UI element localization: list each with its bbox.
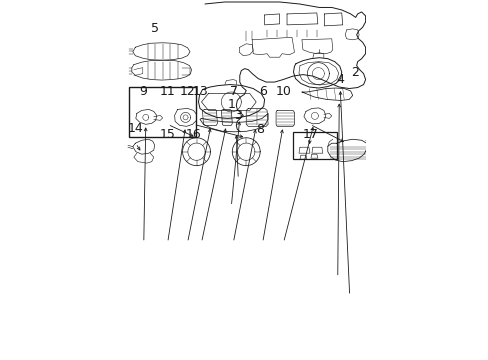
Text: 11: 11 [160,85,175,98]
Text: 8: 8 [256,123,264,136]
Text: 9: 9 [140,85,147,98]
Text: 12: 12 [179,85,195,98]
Text: 5: 5 [150,22,158,35]
Text: 3: 3 [234,109,242,122]
Text: 16: 16 [185,128,201,141]
Text: 6: 6 [258,85,266,98]
Text: 15: 15 [160,128,176,141]
Text: 14: 14 [127,122,143,135]
Bar [292,132,336,159]
Text: 4: 4 [336,73,344,86]
Text: 13: 13 [192,85,208,98]
Text: 10: 10 [275,85,291,98]
Bar [129,87,196,137]
Text: 17: 17 [302,128,318,141]
Text: 7: 7 [229,85,237,98]
Text: 2: 2 [350,66,358,79]
Text: 1: 1 [227,98,235,111]
